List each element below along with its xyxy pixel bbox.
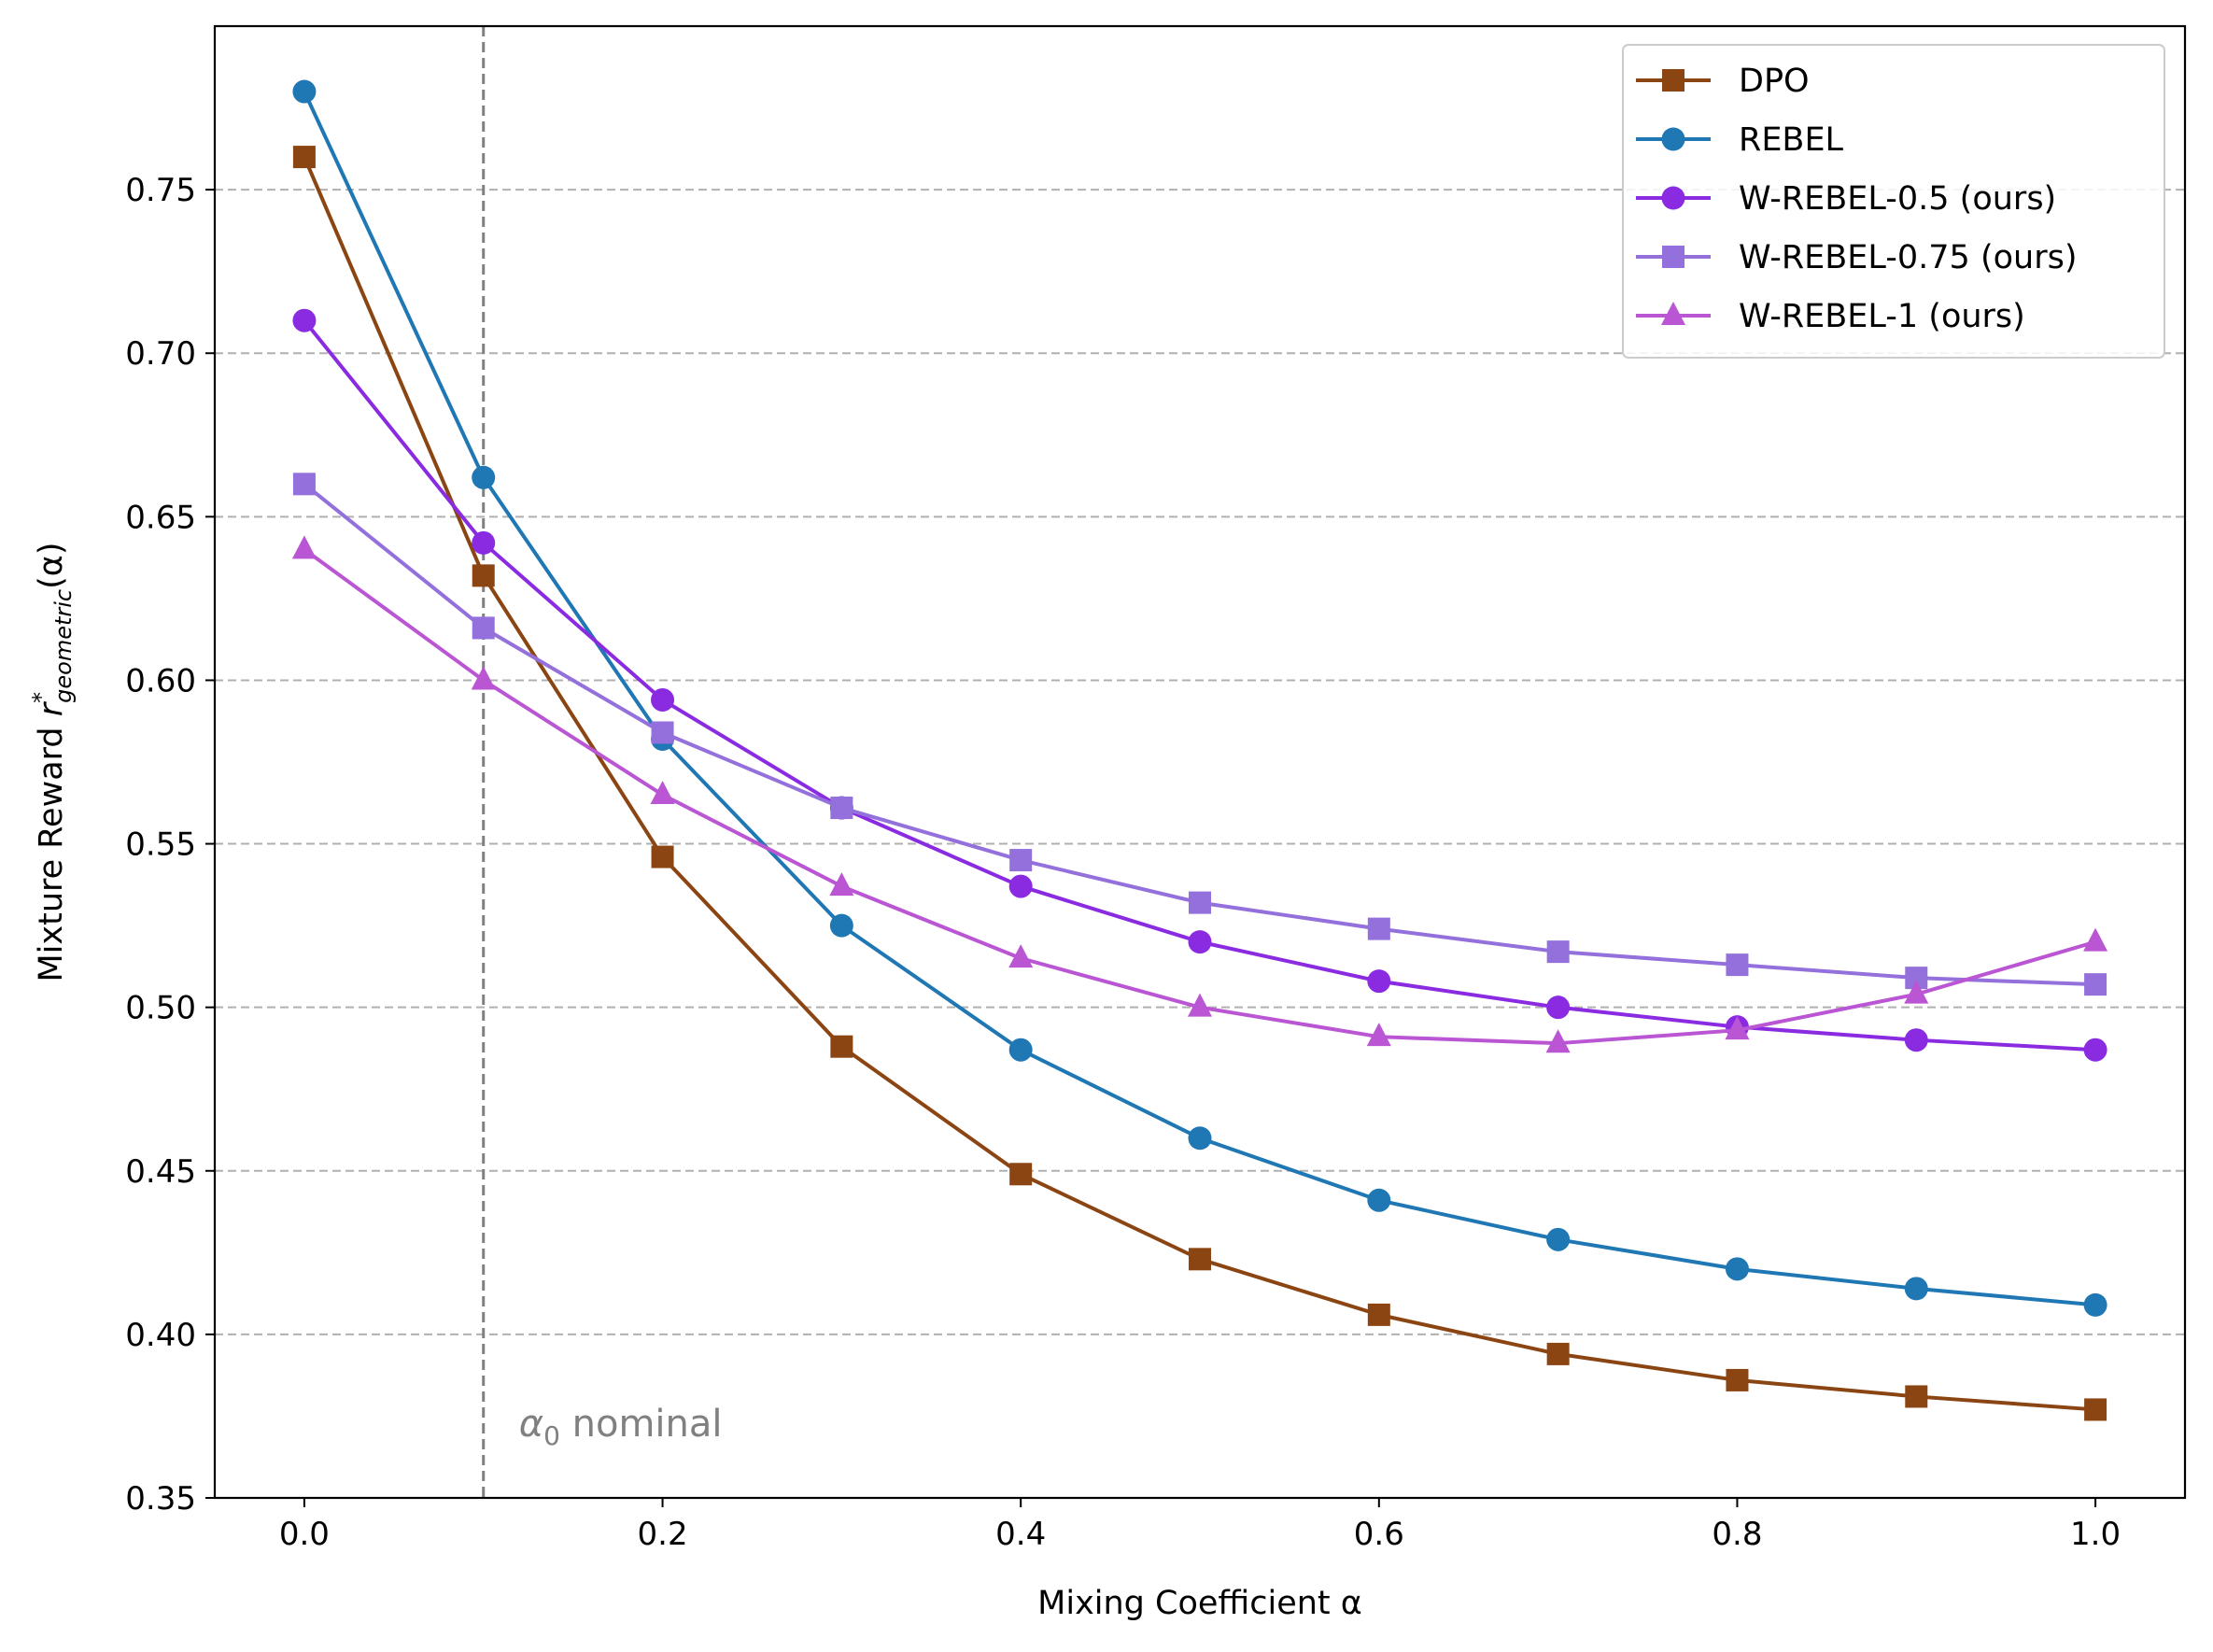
series-w-rebel-0-5-ours (292, 308, 2107, 1062)
series-dpo (292, 146, 2107, 1421)
y-tick-label: 0.35 (125, 1480, 196, 1518)
data-point-dpo (1189, 1248, 1211, 1271)
y-axis-title-prefix: Mixture Reward (33, 716, 70, 981)
data-point-rebel (1725, 1257, 1749, 1281)
data-point-w-rebel-0-75-ours (1189, 891, 1211, 914)
data-point-dpo (830, 1035, 853, 1058)
data-point-w-rebel-0-75-ours (1367, 917, 1390, 940)
legend-box (1622, 44, 2165, 359)
data-point-dpo (1726, 1368, 1749, 1391)
data-point-w-rebel-0-5-ours (1546, 995, 1571, 1020)
data-point-rebel (292, 79, 317, 104)
x-axis-title-text: Mixing Coefficient α (1037, 1585, 1362, 1622)
y-axis-title-superscript: * (28, 692, 54, 703)
y-axis-title-subscript: geometric (50, 589, 77, 703)
data-point-w-rebel-1-ours (1904, 980, 1929, 1004)
data-point-w-rebel-0-75-ours (830, 797, 853, 820)
y-tick-label: 0.65 (125, 499, 196, 536)
x-axis-ticks: 0.0 0.2 0.4 0.6 0.8 1.0 (279, 1498, 2121, 1553)
data-point-rebel (829, 913, 853, 938)
plot-frame (213, 24, 2187, 1500)
data-point-w-rebel-0-75-ours (2084, 973, 2107, 996)
legend: DPO REBEL W-REBEL-0.5 (ours) W-REBEL-0.75 (… (1622, 44, 2165, 359)
x-tick-label: 0.4 (995, 1516, 1046, 1553)
legend-marker-w-rebel-0-75-ours (1662, 246, 1684, 268)
data-point-rebel (1188, 1126, 1212, 1151)
data-point-w-rebel-0-75-ours (292, 473, 316, 496)
legend-label-w-rebel-1-ours: W-REBEL-1 (ours) (1739, 298, 2025, 335)
data-point-w-rebel-0-5-ours (472, 530, 496, 555)
data-point-w-rebel-0-5-ours (2083, 1038, 2107, 1062)
data-point-w-rebel-0-75-ours (1726, 953, 1749, 977)
data-point-w-rebel-1-ours (1545, 1029, 1571, 1053)
data-point-w-rebel-0-75-ours (1546, 940, 1570, 964)
reference-line-label: α0 nominal (519, 1403, 723, 1451)
data-point-rebel (1367, 1188, 1391, 1212)
data-point-w-rebel-0-5-ours (651, 687, 675, 712)
y-axis-title-suffix: (α) (33, 542, 70, 588)
y-tick-label: 0.70 (125, 335, 196, 373)
x-tick-label: 1.0 (2070, 1516, 2121, 1553)
x-tick-label: 0.0 (279, 1516, 330, 1553)
legend-label-w-rebel-0-5-ours: W-REBEL-0.5 (ours) (1739, 180, 2056, 218)
data-point-w-rebel-0-5-ours (292, 308, 317, 332)
reference-label-text: nominal (560, 1403, 723, 1446)
data-point-dpo (1905, 1385, 1928, 1408)
legend-marker-w-rebel-1-ours (1661, 302, 1685, 325)
data-point-w-rebel-1-ours (1725, 1016, 1750, 1040)
y-tick-label: 0.60 (125, 662, 196, 699)
data-point-dpo (292, 146, 316, 169)
data-point-dpo (472, 564, 495, 587)
data-point-w-rebel-1-ours (1366, 1023, 1391, 1047)
data-point-w-rebel-0-5-ours (1367, 969, 1391, 994)
data-point-dpo (1367, 1303, 1390, 1326)
data-point-w-rebel-0-75-ours (651, 721, 674, 744)
data-point-rebel (1546, 1227, 1571, 1251)
series-group (291, 79, 2108, 1421)
y-tick-label: 0.45 (125, 1153, 196, 1191)
y-tick-label: 0.40 (125, 1317, 196, 1354)
y-tick-label: 0.75 (125, 172, 196, 209)
x-tick-label: 0.2 (638, 1516, 688, 1553)
data-point-rebel (1008, 1038, 1033, 1062)
legend-label-rebel: REBEL (1739, 121, 1844, 159)
x-tick-label: 0.8 (1712, 1516, 1762, 1553)
data-point-w-rebel-0-5-ours (1188, 930, 1212, 954)
data-point-w-rebel-1-ours (1188, 993, 1212, 1017)
data-point-w-rebel-1-ours (829, 872, 854, 897)
y-tick-label: 0.50 (125, 990, 196, 1027)
data-point-w-rebel-0-5-ours (1008, 874, 1033, 898)
data-point-w-rebel-1-ours (1008, 944, 1034, 968)
data-point-dpo (1009, 1163, 1033, 1186)
data-point-w-rebel-1-ours (471, 666, 496, 690)
series-w-rebel-0-75-ours (292, 473, 2107, 996)
data-point-dpo (2084, 1398, 2107, 1421)
x-tick-label: 0.6 (1354, 1516, 1404, 1553)
data-point-w-rebel-0-75-ours (1009, 849, 1033, 872)
x-axis-title: Mixing Coefficient α (1037, 1585, 1362, 1622)
data-point-rebel (2083, 1292, 2107, 1317)
y-axis-ticks: 0.35 0.40 0.45 0.50 0.55 0.60 0.65 0.70 0.75 (125, 172, 215, 1518)
data-point-w-rebel-1-ours (650, 781, 675, 805)
y-axis-title: Mixture Reward r*geometric(α) (28, 542, 77, 981)
series-w-rebel-1-ours (291, 535, 2108, 1053)
legend-marker-dpo (1662, 69, 1684, 92)
data-point-w-rebel-0-5-ours (1904, 1028, 1928, 1052)
legend-label-dpo: DPO (1739, 63, 1810, 100)
data-point-w-rebel-1-ours (2083, 927, 2108, 952)
data-point-w-rebel-0-75-ours (472, 616, 495, 640)
data-point-w-rebel-1-ours (291, 535, 317, 559)
y-tick-label: 0.55 (125, 826, 196, 864)
data-point-rebel (472, 465, 496, 489)
reference-label-symbol: α (519, 1403, 543, 1446)
y-axis-title-symbol: r (33, 700, 70, 716)
data-point-dpo (651, 845, 674, 868)
data-point-dpo (1546, 1342, 1570, 1365)
data-point-rebel (1904, 1277, 1928, 1301)
legend-marker-w-rebel-0-5-ours (1661, 186, 1685, 210)
legend-label-w-rebel-0-75-ours: W-REBEL-0.75 (ours) (1739, 239, 2077, 276)
reference-label-subscript: 0 (543, 1420, 560, 1451)
legend-marker-rebel (1661, 127, 1685, 151)
